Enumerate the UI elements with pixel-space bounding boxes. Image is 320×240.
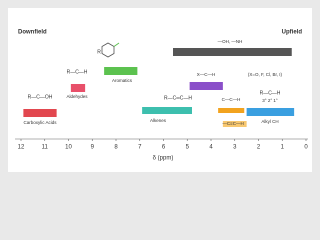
range-bar xyxy=(222,121,247,127)
range-label: —C≡C—H xyxy=(222,121,243,126)
x-tick-label: 9 xyxy=(91,145,95,151)
x-axis-label: δ (ppm) xyxy=(153,156,174,162)
range-label: Carboxylic Acids xyxy=(23,120,57,125)
range-bar xyxy=(70,84,86,92)
x-tick-label: 7 xyxy=(138,145,142,151)
range-label: C—C—H xyxy=(222,97,241,102)
x-tick-label: 6 xyxy=(162,145,166,151)
x-tick-label: 1 xyxy=(281,145,285,151)
aromatic-bond xyxy=(113,42,120,47)
range-label: Alkenes xyxy=(150,118,167,123)
range-label: Aldehydes xyxy=(66,94,88,99)
range-bar xyxy=(246,108,295,116)
range-label: Alkyl CH xyxy=(261,119,278,124)
x-tick-label: 0 xyxy=(304,145,308,151)
range-bar xyxy=(189,82,223,90)
structure-label: R—C═C—H xyxy=(164,95,192,101)
x-tick-label: 3 xyxy=(233,145,237,151)
x-tick-label: 4 xyxy=(209,145,213,151)
range-label: Aromatics xyxy=(112,78,133,83)
structure-label: R—C—OH xyxy=(28,94,53,100)
range-bar xyxy=(104,67,138,75)
range-bar xyxy=(23,109,57,117)
upfield-label: Upfield xyxy=(282,30,303,36)
structure-label: R—C—H xyxy=(260,90,281,96)
x-tick-label: 5 xyxy=(186,145,190,151)
structure-label: R—C—H xyxy=(67,69,88,75)
panel xyxy=(8,8,312,172)
range-bar xyxy=(142,107,192,114)
range-bar xyxy=(173,48,292,56)
downfield-label: Downfield xyxy=(18,30,47,36)
structure-label: R xyxy=(97,49,101,55)
range-note: (X=O, F, Cl, Br, I) xyxy=(248,72,283,77)
chart: Downfield Upfield δ (ppm) 12 11 10 9 8 7 6 5 4 3 2… xyxy=(8,8,312,172)
range-label: —OH, —NH xyxy=(218,39,243,44)
x-tick-label: 8 xyxy=(114,145,118,151)
x-tick-label: 12 xyxy=(18,145,25,151)
range-bar xyxy=(218,108,245,113)
x-tick-label: 11 xyxy=(42,145,49,151)
range-label: X—C—H xyxy=(197,72,216,77)
range-note: 3° 2° 1° xyxy=(262,98,278,103)
x-tick-label: 10 xyxy=(65,145,72,151)
x-tick-label: 2 xyxy=(257,145,261,151)
